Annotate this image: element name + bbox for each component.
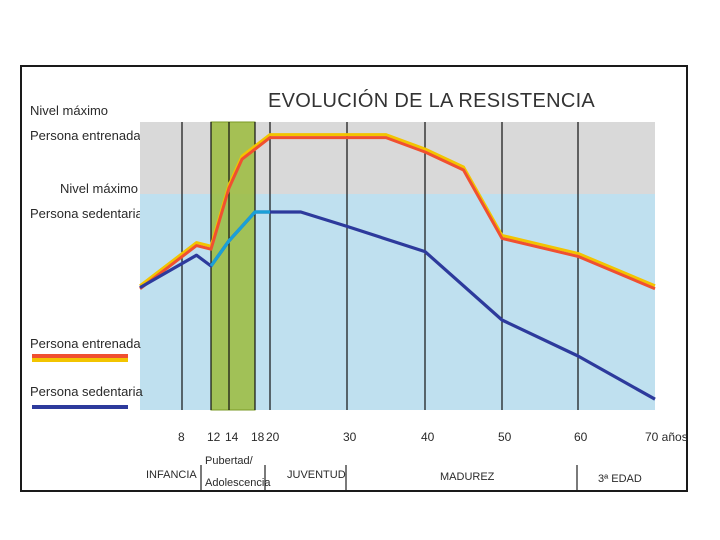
x-tick-label-70: 70 años: [645, 430, 688, 444]
stage-label-1: Pubertad/: [205, 455, 254, 467]
chart-title: EVOLUCIÓN DE LA RESISTENCIA: [268, 89, 595, 112]
stage-label-2: JUVENTUD: [287, 469, 346, 481]
x-tick-label-40: 40: [421, 430, 435, 444]
level-label-sedentary-line1: Nivel máximo: [60, 181, 138, 196]
stage-label-0: INFANCIA: [146, 469, 197, 481]
x-tick-label-8: 8: [178, 430, 185, 444]
x-tick-label-20: 20: [266, 430, 280, 444]
x-tick-label-18: 18: [251, 430, 265, 444]
level-label-trained-line2: Persona entrenada: [30, 128, 141, 143]
level-label-sedentary-line2: Persona sedentaria: [30, 206, 144, 221]
puberty-highlight-band: [210, 121, 256, 411]
x-tick-label-12: 12: [207, 430, 221, 444]
stage-label-4: 3ª EDAD: [598, 473, 642, 485]
legend-sedentary-label: Persona sedentaria: [30, 384, 144, 399]
stage-label-3: MADUREZ: [440, 471, 495, 483]
level-label-trained-line1: Nivel máximo: [30, 103, 108, 118]
x-tick-label-60: 60: [574, 430, 588, 444]
series-trained-line: [139, 136, 656, 291]
x-tick-label-14: 14: [225, 430, 239, 444]
series-sedentary-highlight-segment: [209, 210, 270, 267]
legend-trained-label: Persona entrenada: [30, 336, 141, 351]
stage-label-1-line2: Adolescencia: [205, 477, 271, 489]
x-tick-label-50: 50: [498, 430, 512, 444]
x-tick-label-30: 30: [343, 430, 357, 444]
